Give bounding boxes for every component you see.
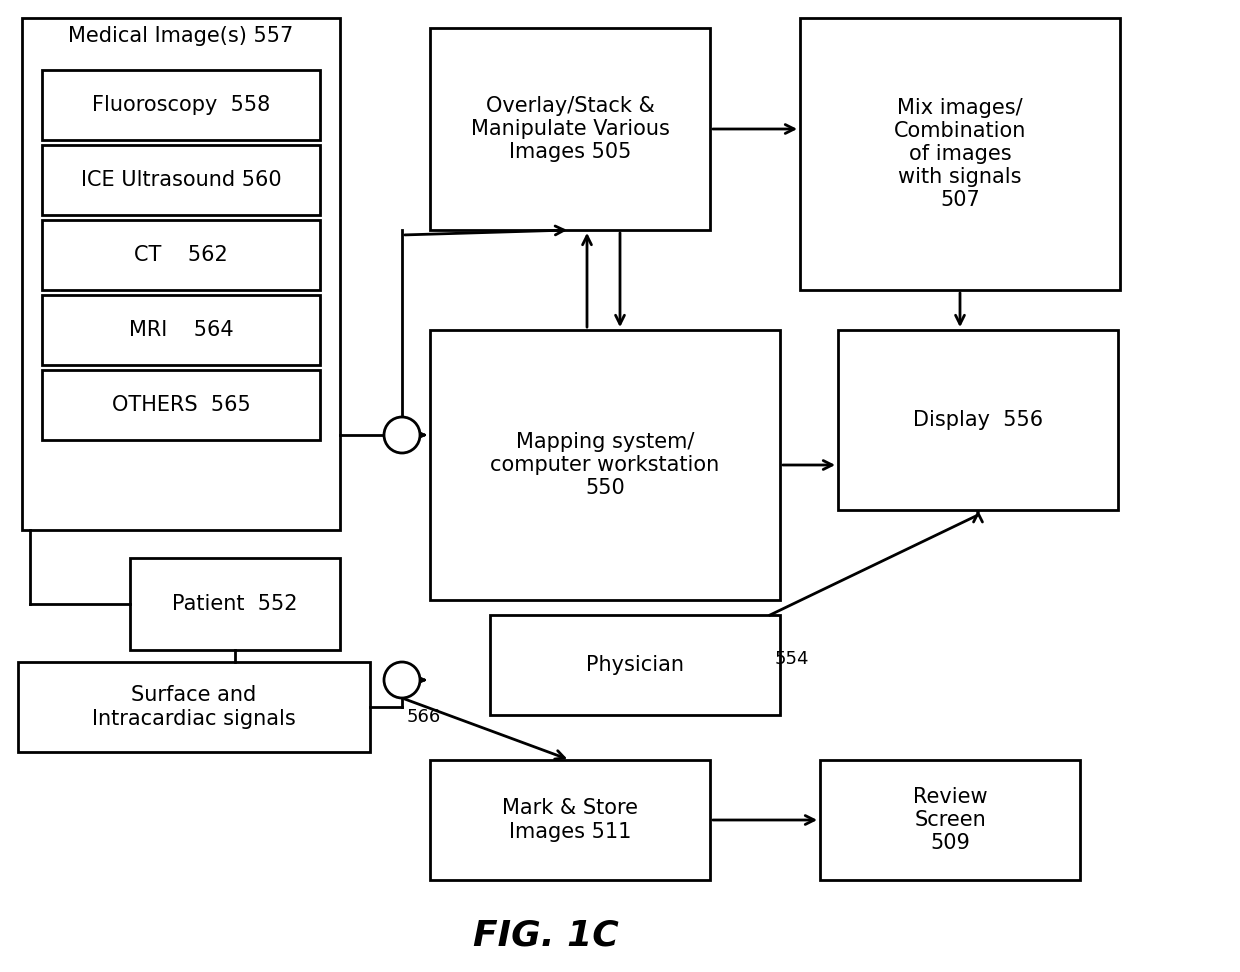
Text: MRI    564: MRI 564 [129, 320, 233, 340]
Text: Fluoroscopy  558: Fluoroscopy 558 [92, 95, 270, 115]
Text: CT    562: CT 562 [134, 245, 228, 265]
Bar [22, 18, 340, 530]
Text: Medical Image(s) 557: Medical Image(s) 557 [68, 26, 294, 46]
Bar [800, 18, 1120, 290]
Text: FIG. 1C: FIG. 1C [472, 918, 619, 952]
Bar [19, 662, 370, 752]
Text: Review
Screen
509: Review Screen 509 [913, 786, 987, 853]
Bar [42, 145, 320, 215]
Text: Physician: Physician [587, 655, 684, 675]
Bar [42, 70, 320, 140]
Text: Surface and
Intracardiac signals: Surface and Intracardiac signals [92, 685, 296, 729]
Bar [430, 28, 711, 230]
Bar [490, 615, 780, 715]
Text: 554: 554 [775, 650, 810, 668]
Text: Mix images/
Combination
of images
with signals
507: Mix images/ Combination of images with s… [894, 97, 1027, 210]
Bar [42, 220, 320, 290]
Text: Overlay/Stack &
Manipulate Various
Images 505: Overlay/Stack & Manipulate Various Image… [470, 96, 670, 162]
Bar [820, 760, 1080, 880]
Text: Display  556: Display 556 [913, 410, 1043, 430]
Text: Mapping system/
computer workstation
550: Mapping system/ computer workstation 550 [490, 432, 719, 499]
Bar [430, 760, 711, 880]
Bar [130, 558, 340, 650]
Bar [42, 370, 320, 440]
Text: OTHERS  565: OTHERS 565 [112, 395, 250, 415]
Bar [42, 295, 320, 365]
Circle shape [384, 417, 420, 453]
Circle shape [384, 662, 420, 698]
Text: 566: 566 [407, 708, 441, 726]
Text: Mark & Store
Images 511: Mark & Store Images 511 [502, 798, 639, 842]
Bar [430, 330, 780, 600]
Bar [838, 330, 1118, 510]
Text: ICE Ultrasound 560: ICE Ultrasound 560 [81, 170, 281, 190]
Text: Patient  552: Patient 552 [172, 594, 298, 614]
